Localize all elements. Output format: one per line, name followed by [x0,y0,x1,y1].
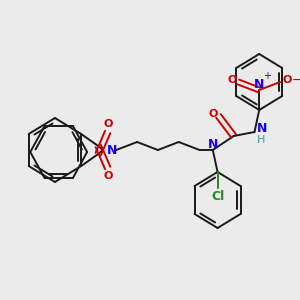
Text: O: O [103,171,112,181]
Text: H: H [257,135,266,145]
Text: −: − [292,74,300,86]
Text: Cl: Cl [211,190,224,202]
Text: O: O [227,75,236,85]
Text: N: N [257,122,268,134]
Text: O: O [103,119,112,129]
Text: N: N [208,137,218,151]
Text: N: N [254,77,264,91]
Text: O: O [282,75,291,85]
Text: +: + [263,71,271,81]
Text: N: N [107,143,117,157]
Text: O: O [208,109,218,119]
